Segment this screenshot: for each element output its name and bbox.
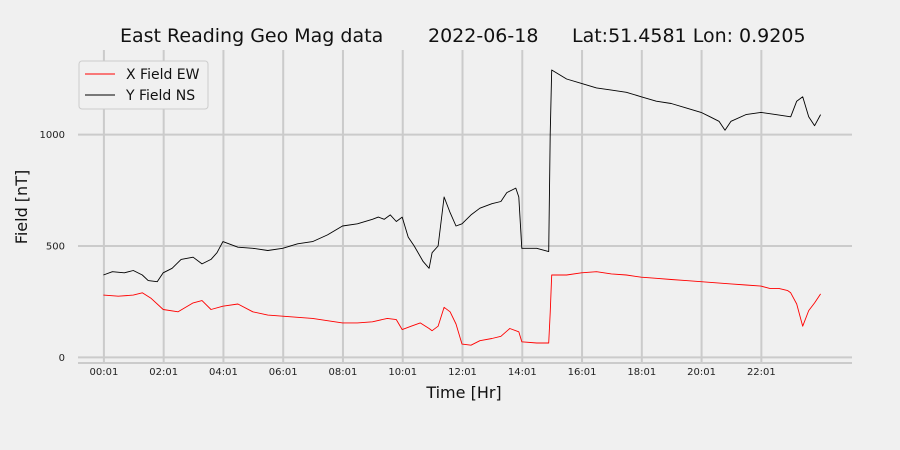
y-tick-label-2: 1000	[40, 130, 65, 141]
x-tick-label-10: 20:01	[687, 367, 716, 378]
legend-box	[78, 60, 209, 110]
x-tick-label-9: 18:01	[627, 367, 656, 378]
grid	[78, 50, 852, 363]
x-tick-label-0: 00:01	[89, 367, 118, 378]
legend-label-0: X Field EW	[126, 67, 200, 83]
x-axis-label: Time [Hr]	[425, 383, 501, 402]
chart-title-name: East Reading Geo Mag data	[120, 25, 383, 47]
y-tick-label-0: 0	[59, 353, 65, 364]
y-axis-label: Field [nT]	[12, 170, 31, 244]
x-tick-label-8: 16:01	[568, 367, 597, 378]
x-axis-ticks: 00:01 02:01 04:01 06:01 08:01 10:01 12:01 14:01…	[89, 367, 775, 378]
legend: X Field EW Y Field NS	[78, 60, 209, 110]
x-tick-label-5: 10:01	[388, 367, 417, 378]
series-layer	[103, 69, 821, 346]
x-tick-label-2: 04:01	[209, 367, 238, 378]
x-tick-label-3: 06:01	[269, 367, 298, 378]
x-tick-label-11: 22:01	[747, 367, 776, 378]
legend-label-1: Y Field NS	[125, 88, 195, 104]
chart-title: East Reading Geo Mag data 2022-06-18 Lat…	[120, 25, 806, 47]
x-tick-label-1: 02:01	[149, 367, 178, 378]
y-tick-label-1: 500	[46, 242, 65, 253]
x-tick-label-7: 14:01	[508, 367, 537, 378]
series-line-x-field-ew	[103, 271, 821, 346]
y-axis-ticks: 0 500 1000	[40, 130, 65, 364]
x-tick-label-4: 08:01	[329, 367, 358, 378]
chart-title-date: 2022-06-18	[428, 25, 538, 47]
series-line-y-field-ns	[103, 69, 821, 283]
x-tick-label-6: 12:01	[448, 367, 477, 378]
chart-title-location: Lat:51.4581 Lon: 0.9205	[572, 25, 806, 47]
